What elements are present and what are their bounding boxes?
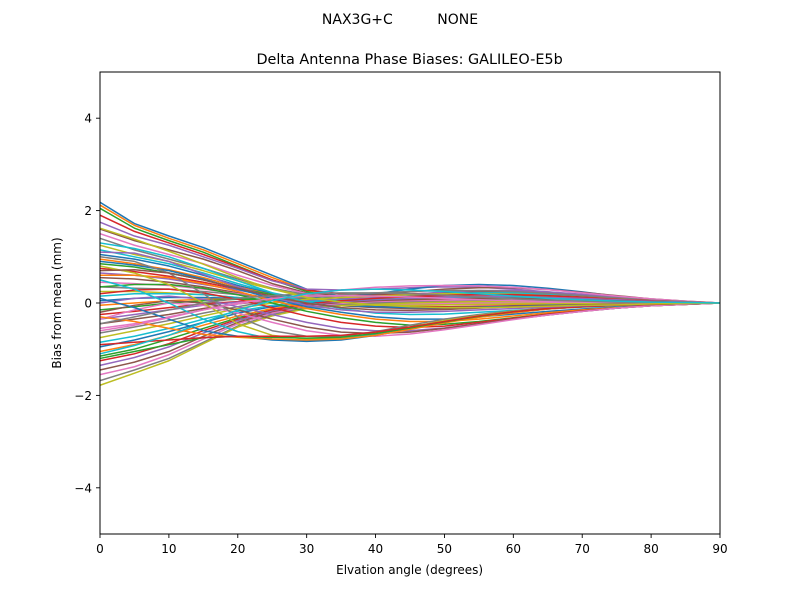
series-line <box>99 292 720 325</box>
x-tick-label: 0 <box>96 542 104 556</box>
series-lines <box>99 201 721 386</box>
series-line <box>99 227 721 309</box>
x-axis: 0 10 20 30 40 50 60 70 80 90 <box>96 534 728 556</box>
y-tick-label: −2 <box>74 389 92 403</box>
chart-title: Delta Antenna Phase Biases: GALILEO-E5b <box>256 52 562 68</box>
y-axis: −4 −2 0 2 4 <box>74 112 100 495</box>
x-tick-label: 90 <box>712 542 727 556</box>
x-tick-label: 30 <box>299 542 314 556</box>
x-tick-label: 60 <box>506 542 521 556</box>
x-tick-label: 20 <box>230 542 245 556</box>
y-tick-label: 0 <box>84 297 92 311</box>
y-tick-label: 2 <box>84 204 92 218</box>
x-tick-label: 70 <box>575 542 590 556</box>
series-line <box>99 289 721 334</box>
series-line <box>99 295 721 367</box>
x-tick-label: 80 <box>643 542 658 556</box>
series-line <box>99 288 721 355</box>
x-tick-label: 10 <box>161 542 176 556</box>
x-tick-label: 40 <box>368 542 383 556</box>
x-tick-label: 50 <box>437 542 452 556</box>
chart-suptitle: NAX3G+C NONE <box>322 12 478 28</box>
y-axis-label: Bias from mean (mm) <box>50 237 64 368</box>
series-line <box>99 302 721 338</box>
x-axis-label: Elvation angle (degrees) <box>336 563 483 577</box>
y-tick-label: 4 <box>84 112 92 126</box>
y-tick-label: −4 <box>74 481 92 495</box>
